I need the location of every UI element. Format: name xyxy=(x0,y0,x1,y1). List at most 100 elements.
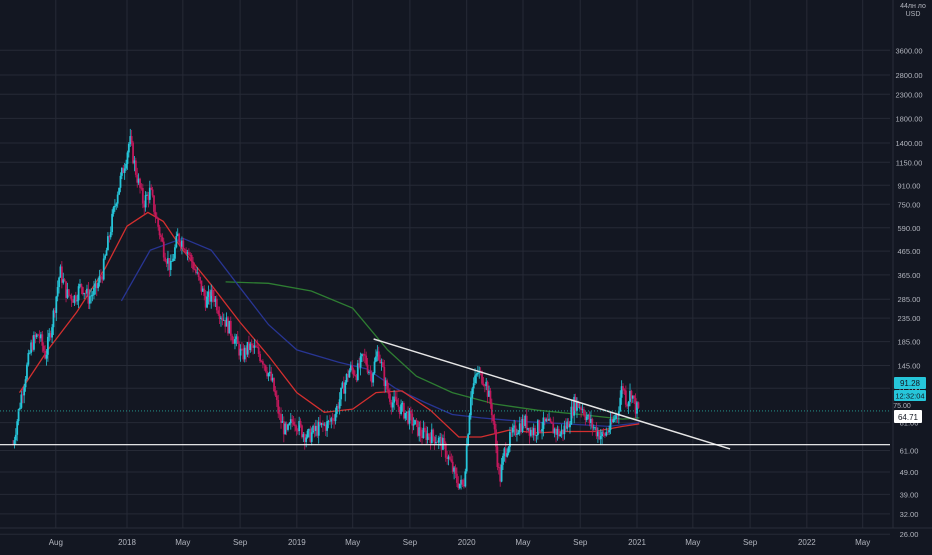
x-tick-label: Sep xyxy=(743,538,758,547)
candle-body xyxy=(73,295,76,303)
candle-body xyxy=(70,295,73,301)
candle-body xyxy=(426,433,429,440)
candle-body xyxy=(560,429,563,435)
candle-body xyxy=(594,427,597,429)
candle-body xyxy=(207,291,210,297)
candle-body xyxy=(489,390,492,405)
candle-body xyxy=(136,174,139,183)
candle-body xyxy=(271,377,274,381)
candle-body xyxy=(292,421,295,425)
candle-body xyxy=(354,375,356,376)
candle-body xyxy=(17,409,20,422)
candle-body xyxy=(288,423,291,425)
candle-body xyxy=(592,427,595,429)
candle-body xyxy=(53,310,56,313)
candle-body xyxy=(67,289,70,296)
candle-body xyxy=(377,351,380,360)
candle-body xyxy=(287,424,289,430)
candle-body xyxy=(172,258,175,261)
candle-body xyxy=(108,236,111,238)
candle-body xyxy=(531,429,534,436)
candle-body xyxy=(432,429,435,437)
candle-body xyxy=(87,288,90,304)
price-labels: 44лн ло USD 91.28 12:32:04 75.00 64.71 xyxy=(893,3,926,423)
candle-body xyxy=(471,388,474,398)
candle-body xyxy=(252,345,255,348)
candle-body xyxy=(280,414,282,423)
candle-body xyxy=(19,407,21,410)
candle-body xyxy=(361,353,363,357)
candle-body xyxy=(31,342,34,350)
candle-body xyxy=(366,364,369,373)
candle-body xyxy=(528,427,531,436)
candle-body xyxy=(294,424,296,427)
candle-body xyxy=(444,443,447,458)
candle-body xyxy=(141,188,144,204)
candle-body xyxy=(617,410,620,416)
candle-body xyxy=(587,414,590,417)
candle-body xyxy=(102,258,105,280)
candle-body xyxy=(171,260,174,262)
candle-body xyxy=(400,404,402,414)
candle-body xyxy=(236,336,239,344)
candle-body xyxy=(348,370,351,378)
candle-body xyxy=(112,207,115,214)
candle-body xyxy=(116,194,119,204)
candle-body xyxy=(40,334,42,339)
candle-body xyxy=(442,438,444,450)
candle-body xyxy=(393,396,395,403)
candle-body xyxy=(591,418,594,428)
candle-body xyxy=(24,379,27,388)
candle-body xyxy=(369,372,372,374)
candle-body xyxy=(541,428,543,432)
candle-body xyxy=(474,375,476,384)
candle-body xyxy=(627,401,630,407)
candle-body xyxy=(281,421,284,423)
candle-body xyxy=(622,386,624,390)
candle-body xyxy=(493,421,496,430)
candle-body xyxy=(488,390,490,397)
candle-body xyxy=(349,365,352,371)
candle-body xyxy=(266,371,268,377)
candle-body xyxy=(192,261,194,269)
candle-body xyxy=(418,427,421,436)
candle-body xyxy=(101,276,104,280)
trendline[interactable] xyxy=(373,338,731,450)
y-tick-label: 61.00 xyxy=(900,447,919,456)
y-tick-label: 910.00 xyxy=(898,181,921,190)
candle-body xyxy=(94,283,97,288)
candle-body xyxy=(232,340,235,344)
candle-body xyxy=(517,432,520,435)
x-tick-label: May xyxy=(685,538,700,547)
candle-body xyxy=(397,404,400,407)
candle-body xyxy=(365,355,368,365)
candle-body xyxy=(457,482,460,489)
candle-body xyxy=(310,432,313,442)
candle-body xyxy=(161,237,164,242)
candle-body xyxy=(559,434,562,437)
candle-body xyxy=(509,431,511,447)
y-tick-label: 235.00 xyxy=(898,314,921,323)
candle-body xyxy=(176,233,179,237)
candle-body xyxy=(200,280,203,292)
candle-body xyxy=(368,372,370,374)
candle-body xyxy=(104,255,107,259)
candle-body xyxy=(578,407,581,409)
candle-body xyxy=(476,373,479,375)
candle-body xyxy=(358,363,361,368)
candle-body xyxy=(14,434,17,441)
candle-body xyxy=(35,334,38,338)
candle-body xyxy=(164,257,167,262)
candle-body xyxy=(299,421,302,426)
candle-body xyxy=(458,483,461,489)
candle-body xyxy=(208,291,211,302)
candle-body xyxy=(153,195,155,212)
candle-body xyxy=(218,313,221,319)
candle-body xyxy=(552,423,555,434)
candle-body xyxy=(469,397,472,416)
candle-body xyxy=(178,233,181,243)
candle-body xyxy=(107,236,109,251)
candle-body xyxy=(146,194,148,196)
candle-body xyxy=(370,373,373,383)
candle-body xyxy=(574,396,577,411)
